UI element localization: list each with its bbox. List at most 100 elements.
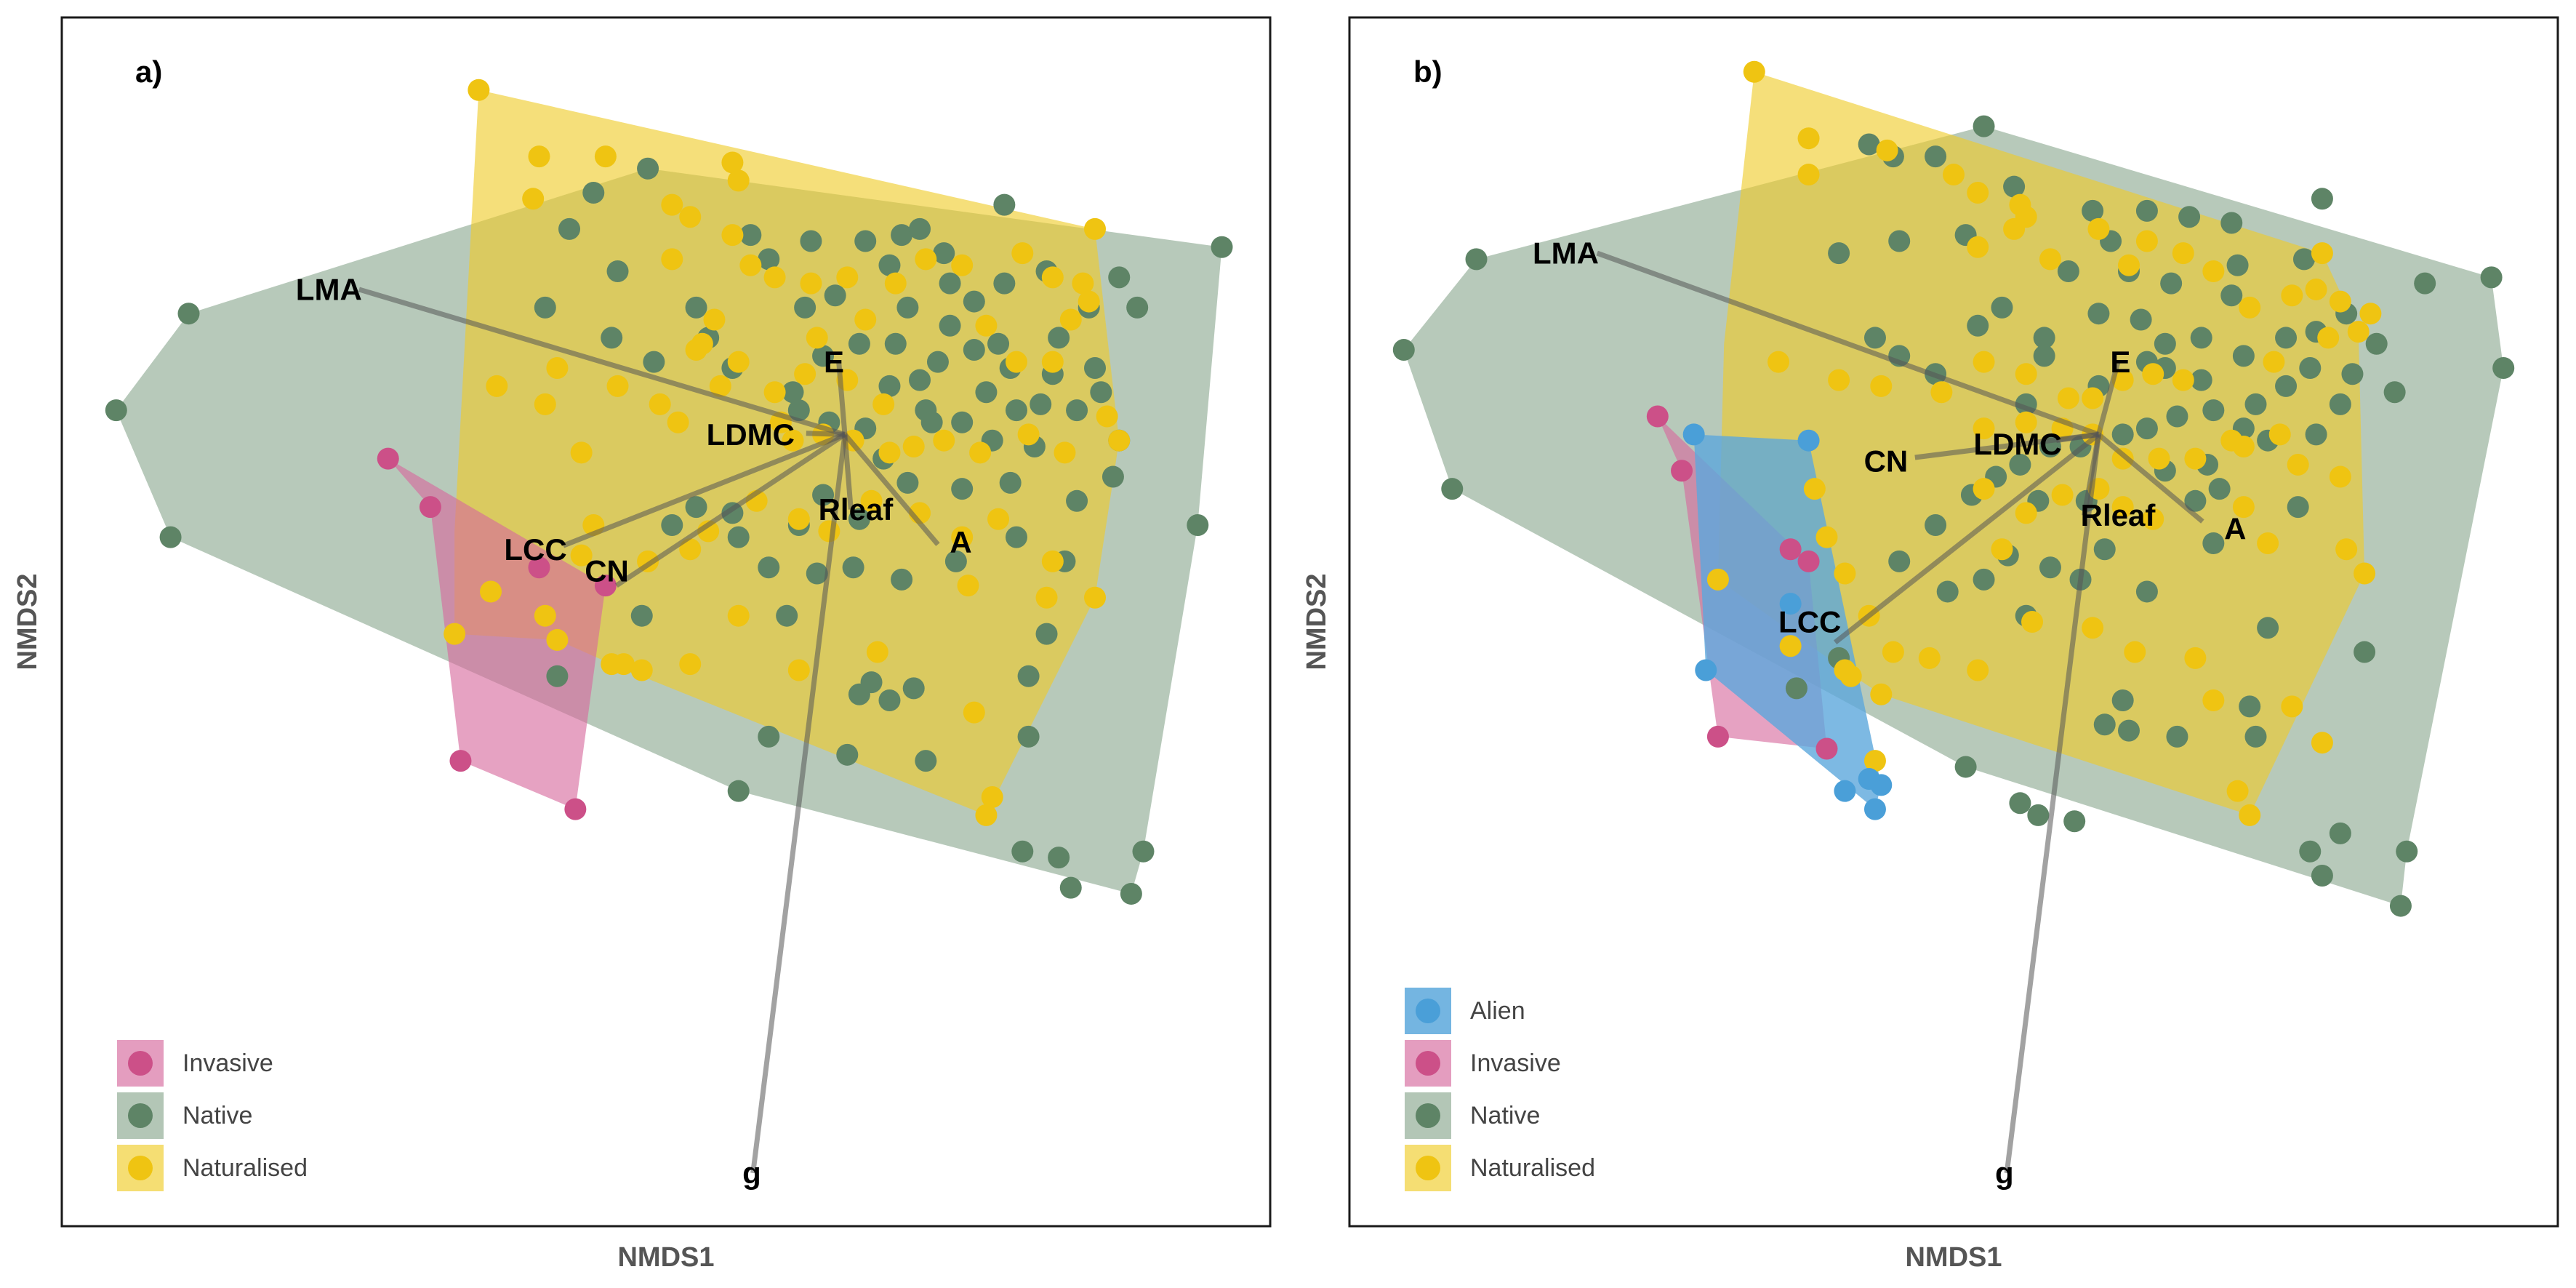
- point-naturalised: [987, 508, 1010, 530]
- point-native: [2239, 695, 2261, 718]
- point-native: [782, 381, 804, 404]
- point-naturalised: [854, 308, 877, 331]
- point-native: [2033, 345, 2055, 367]
- point-native: [2003, 175, 2026, 198]
- point-naturalised: [2347, 321, 2370, 343]
- point-native: [1005, 526, 1027, 548]
- point-invasive: [1815, 737, 1838, 760]
- point-naturalised: [570, 441, 593, 464]
- point-naturalised: [963, 701, 985, 724]
- point-alien: [1797, 429, 1820, 452]
- point-native: [2135, 580, 2158, 603]
- point-naturalised: [630, 659, 653, 681]
- point-naturalised: [661, 248, 683, 271]
- point-naturalised: [951, 254, 974, 276]
- point-naturalised: [2311, 242, 2333, 265]
- hulls-b: [1403, 71, 2504, 906]
- vector-a: [2097, 432, 2204, 524]
- point-naturalised: [2111, 369, 2134, 391]
- point-native: [2039, 556, 2061, 579]
- point-naturalised: [884, 272, 907, 295]
- point-native: [2111, 423, 2134, 446]
- point-naturalised: [1803, 478, 1826, 500]
- legend-dot-invasive: [1416, 1051, 1440, 1076]
- vector-cn: [614, 432, 846, 588]
- point-naturalised: [1779, 635, 1802, 657]
- point-naturalised: [2354, 562, 2376, 585]
- point-native: [1973, 115, 1995, 137]
- legend-dot-invasive: [128, 1051, 153, 1076]
- point-native: [2190, 369, 2212, 391]
- point-naturalised: [2335, 538, 2358, 561]
- point-naturalised: [800, 272, 822, 295]
- point-native: [812, 345, 835, 367]
- point-naturalised: [691, 332, 713, 355]
- point-native: [2154, 332, 2176, 355]
- point-native: [1017, 725, 1040, 748]
- point-native: [1011, 840, 1034, 863]
- point-native: [661, 514, 683, 537]
- point-native: [582, 181, 605, 204]
- point-native: [727, 780, 750, 802]
- point-native: [1211, 236, 1233, 258]
- vector-label-a: A: [950, 525, 971, 559]
- point-native: [105, 399, 127, 422]
- point-alien: [1863, 798, 1886, 820]
- point-naturalised: [667, 411, 689, 433]
- point-naturalised: [2124, 641, 2146, 663]
- vector-lma: [358, 287, 846, 437]
- point-naturalised: [546, 356, 569, 379]
- legend-dot-alien: [1416, 999, 1440, 1023]
- vector-labels-a: LMA E LDMC Rleaf A LCC CN g: [296, 272, 972, 1190]
- point-naturalised: [2003, 217, 2026, 240]
- point-naturalised: [878, 441, 901, 464]
- point-naturalised: [1005, 351, 1027, 373]
- legend-dot-native: [128, 1103, 153, 1128]
- point-naturalised: [2329, 465, 2351, 488]
- point-naturalised: [1973, 478, 1995, 500]
- point-naturalised: [872, 393, 895, 415]
- point-naturalised: [1035, 586, 1058, 609]
- point-naturalised: [2015, 363, 2037, 385]
- point-native: [787, 399, 810, 422]
- point-naturalised: [1041, 351, 1064, 373]
- point-naturalised: [2257, 532, 2279, 554]
- vector-g: [750, 433, 848, 1174]
- point-naturalised: [486, 375, 508, 397]
- point-native: [1059, 876, 1082, 899]
- legend-label-naturalised: Naturalised: [1470, 1154, 1595, 1182]
- point-invasive: [449, 750, 472, 772]
- point-naturalised: [1768, 351, 1790, 373]
- legend-label-invasive: Invasive: [182, 1049, 273, 1077]
- point-naturalised: [679, 653, 702, 676]
- point-naturalised: [594, 145, 617, 168]
- vector-label-cn: CN: [585, 554, 629, 588]
- point-native: [848, 508, 870, 530]
- point-naturalised: [2329, 290, 2351, 313]
- point-native: [987, 332, 1010, 355]
- point-native: [2341, 363, 2364, 385]
- point-native: [758, 725, 780, 748]
- point-native: [2166, 405, 2188, 428]
- point-native: [944, 550, 967, 572]
- legend-dot-naturalised: [1416, 1156, 1440, 1180]
- point-native: [776, 604, 798, 627]
- point-naturalised: [1828, 369, 1850, 391]
- point-invasive: [419, 496, 441, 519]
- point-native: [951, 478, 974, 500]
- vector-lcc: [1833, 432, 2100, 645]
- vector-ldmc: [806, 431, 846, 437]
- vector-cn: [1914, 431, 2099, 460]
- vector-g: [2004, 433, 2101, 1174]
- point-native: [1925, 145, 1947, 168]
- point-naturalised: [1096, 405, 1118, 428]
- point-naturalised: [468, 79, 490, 101]
- point-native: [902, 677, 925, 700]
- point-naturalised: [2015, 411, 2037, 433]
- point-naturalised: [866, 641, 888, 663]
- point-native: [2135, 417, 2158, 440]
- point-native: [848, 332, 870, 355]
- point-native: [1017, 665, 1040, 687]
- point-naturalised: [969, 441, 992, 464]
